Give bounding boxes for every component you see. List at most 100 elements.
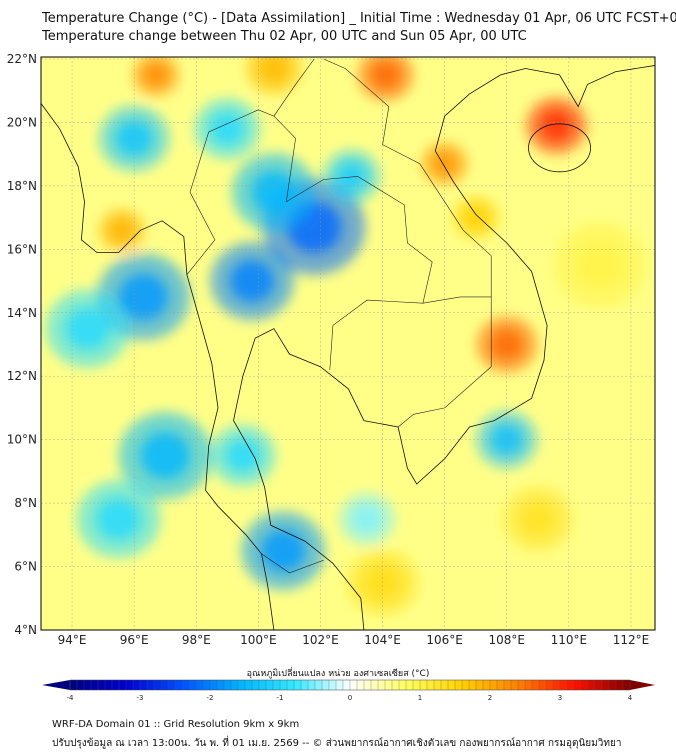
anomaly-core (109, 218, 135, 243)
colorbar-segment (504, 680, 512, 690)
colorbar-segment (427, 680, 435, 690)
colorbar-segment (84, 680, 92, 690)
colorbar-segment (119, 680, 127, 690)
colorbar-segment (147, 680, 155, 690)
colorbar-segment (420, 680, 428, 690)
colorbar-segment (581, 680, 589, 690)
anomaly-core (260, 529, 306, 572)
lat-tick-label: 8°N (14, 496, 37, 510)
colorbar-segment (574, 680, 582, 690)
colorbar-segment (161, 680, 169, 690)
colorbar-outline (69, 679, 631, 691)
colorbar-tick-label: 4 (628, 694, 633, 702)
colorbar-tick-label: -3 (137, 694, 144, 702)
lat-tick-label: 22°N (7, 52, 37, 66)
anomaly-core (209, 112, 245, 146)
anomaly-core (251, 171, 297, 214)
chart-title: Temperature Change (°C) - [Data Assimila… (42, 11, 676, 26)
colorbar-segment (357, 680, 365, 690)
colorbar-segment (371, 680, 379, 690)
colorbar-segment (98, 680, 106, 690)
lat-tick-label: 14°N (7, 306, 37, 320)
colorbar-tick-label: -2 (207, 694, 214, 702)
colorbar-segment (301, 680, 309, 690)
colorbar-segment (553, 680, 561, 690)
colorbar-segment (70, 680, 78, 690)
lat-tick-label: 18°N (7, 179, 37, 193)
colorbar-segment (77, 680, 85, 690)
colorbar-segment (567, 680, 575, 690)
anomaly-core (225, 439, 261, 472)
lat-tick-label: 12°N (7, 369, 37, 383)
colorbar-segment (273, 680, 281, 690)
colorbar-segment (539, 680, 547, 690)
chart-subtitle: Temperature change between Thu 02 Apr, 0… (42, 29, 527, 44)
lat-tick-label: 4°N (14, 623, 37, 637)
colorbar-segment (182, 680, 190, 690)
anomaly-core (463, 205, 489, 230)
colorbar-tick-label: 3 (558, 694, 562, 702)
lon-tick-label: 112°E (613, 633, 650, 647)
colorbar-segment (105, 680, 113, 690)
colorbar-segment (595, 680, 603, 690)
lon-tick-label: 100°E (240, 633, 277, 647)
colorbar-segment (476, 680, 484, 690)
colorbar-segment (322, 680, 330, 690)
colorbar: -4 -3 -2 -1 0 1 2 3 4 (42, 679, 655, 702)
lon-tick-label: 98°E (182, 633, 211, 647)
anomaly-core (65, 307, 110, 350)
colorbar-segment (616, 680, 624, 690)
colorbar-segment (266, 680, 274, 690)
colorbar-segment (112, 680, 120, 690)
colorbar-segment (518, 680, 526, 690)
colorbar-tick-label: 1 (418, 694, 422, 702)
colorbar-segment (413, 680, 421, 690)
colorbar-segment (483, 680, 491, 690)
colorbar-segment (441, 680, 449, 690)
anomaly-core (229, 259, 275, 303)
anomaly-core (490, 329, 523, 360)
colorbar-segment (154, 680, 162, 690)
colorbar-segment (217, 680, 225, 690)
colorbar-segment (140, 680, 148, 690)
colorbar-segment (252, 680, 260, 690)
colorbar-segment (91, 680, 99, 690)
colorbar-segment (455, 680, 463, 690)
colorbar-segment (126, 680, 134, 690)
colorbar-segment (525, 680, 533, 690)
colorbar-segment (315, 680, 323, 690)
lon-tick-label: 108°E (489, 633, 526, 647)
colorbar-tick-label: 2 (488, 694, 492, 702)
colorbar-min-extend (42, 680, 70, 690)
lon-tick-label: 104°E (364, 633, 401, 647)
colorbar-segment (196, 680, 204, 690)
colorbar-segment (497, 680, 505, 690)
colorbar-segment (350, 680, 358, 690)
anomaly-core (519, 501, 557, 537)
colorbar-segment (231, 680, 239, 690)
colorbar-segment (588, 680, 596, 690)
colorbar-segment (399, 680, 407, 690)
colorbar-segment (259, 680, 267, 690)
lon-tick-label: 96°E (120, 633, 149, 647)
lat-tick-label: 16°N (7, 242, 37, 256)
colorbar-segment (203, 680, 211, 690)
colorbar-segment (448, 680, 456, 690)
anomaly-core (352, 504, 382, 534)
colorbar-segment (280, 680, 288, 690)
colorbar-segment (287, 680, 295, 690)
lon-tick-label: 110°E (551, 633, 588, 647)
colorbar-segment (469, 680, 477, 690)
hainan-island-outline (528, 123, 591, 173)
country-borders (186, 58, 492, 574)
anomaly-core (370, 60, 401, 89)
anomaly-core (258, 57, 289, 83)
colorbar-segment (546, 680, 554, 690)
colorbar-segment (294, 680, 302, 690)
anomaly-core (336, 162, 367, 191)
anomaly-core (118, 273, 169, 321)
colorbar-segment (462, 680, 470, 690)
colorbar-segment (133, 680, 141, 690)
colorbar-segment (343, 680, 351, 690)
